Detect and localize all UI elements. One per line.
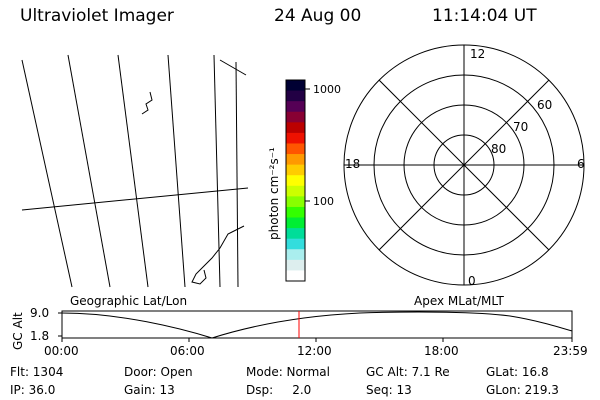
colorbar-cell: [286, 164, 305, 176]
strip-axis-label: GC Alt: [11, 312, 25, 350]
geo-panel-label: Geographic Lat/Lon: [70, 294, 188, 308]
polar-panel-label: Apex MLat/MLT: [414, 294, 504, 308]
mlt-diagonal: [378, 79, 550, 251]
time-label: 11:14:04 UT: [432, 6, 537, 26]
coastline: [141, 91, 153, 115]
strip-xtick-label: 00:00: [44, 344, 79, 358]
colorbar-unit-label: photon cm⁻²s⁻¹: [267, 147, 281, 240]
mlt-label-12: 12: [470, 47, 485, 61]
colorbar-cell: [286, 143, 305, 155]
mlt-label-18: 18: [345, 157, 360, 171]
geo-map: [21, 54, 249, 288]
coastline: [191, 225, 245, 285]
status-flight: Flt: 1304: [10, 365, 64, 379]
strip-xtick-label: 12:00: [297, 344, 332, 358]
colorbar-cell: [286, 154, 305, 166]
colorbar-cell: [286, 249, 305, 261]
status-mode: Mode: Normal: [246, 365, 330, 379]
altitude-strip: [58, 310, 573, 342]
mlt-label-6: 6: [577, 157, 585, 171]
colorbar-cell: [286, 238, 305, 250]
status-seq: Seq: 13: [366, 383, 412, 397]
app-title: Ultraviolet Imager: [20, 6, 174, 26]
strip-xtick-label: 06:00: [170, 344, 205, 358]
colorbar-cell: [286, 270, 305, 282]
colorbar-cell: [286, 196, 305, 208]
colorbar-cell: [286, 228, 305, 240]
colorbar-cell: [286, 132, 305, 145]
colorbar-cell: [286, 185, 305, 197]
longitude-line: [167, 54, 186, 288]
colorbar-cell: [286, 175, 305, 187]
status-door: Door: Open: [124, 365, 193, 379]
map-corner-line: [219, 59, 247, 76]
status-gain: Gain: 13: [124, 383, 175, 397]
mlt-label-0: 0: [468, 274, 476, 288]
status-ip: IP: 36.0: [10, 383, 56, 397]
longitude-line: [117, 54, 149, 288]
latitude-line: [21, 187, 249, 211]
colorbar-cell: [286, 122, 305, 134]
status-glon: GLon: 219.3: [486, 383, 559, 397]
altitude-curve: [61, 311, 573, 339]
strip-ytick-label: 1.8: [30, 329, 50, 343]
colorbar-cell: [286, 90, 305, 102]
colorbar-cell: [286, 80, 305, 92]
mlat-label-70: 70: [513, 120, 528, 134]
strip-frame: [61, 310, 573, 339]
date-label: 24 Aug 00: [274, 6, 362, 26]
polar-plot: [343, 44, 585, 286]
colorbar: 1000 100 photon cm⁻²s⁻¹: [267, 79, 341, 282]
strip-xtick-label: 18:00: [424, 344, 459, 358]
status-gc-alt: GC Alt: 7.1 Re: [366, 365, 450, 379]
colorbar-tick-label: 1000: [313, 83, 341, 96]
colorbar-cell: [286, 101, 305, 113]
colorbar-cell: [286, 206, 305, 219]
polar-labels: 12 6 0 18 60 70 80: [345, 47, 585, 288]
mlat-label-80: 80: [491, 142, 506, 156]
strip-xtick-label: 23:59: [553, 344, 588, 358]
status-dsp: Dsp: 2.0: [246, 383, 312, 397]
status-glat: GLat: 16.8: [486, 365, 549, 379]
longitude-line: [21, 59, 73, 288]
colorbar-tick-label: 100: [313, 195, 334, 208]
mlat-label-60: 60: [537, 98, 552, 112]
longitude-line: [213, 54, 221, 288]
colorbar-cell: [286, 217, 305, 229]
colorbar-cell: [286, 259, 305, 272]
colorbar-frame: [285, 79, 306, 282]
longitude-line: [235, 61, 239, 288]
colorbar-cell: [286, 111, 305, 123]
strip-ytick-label: 9.0: [30, 306, 50, 320]
longitude-line: [67, 54, 111, 288]
